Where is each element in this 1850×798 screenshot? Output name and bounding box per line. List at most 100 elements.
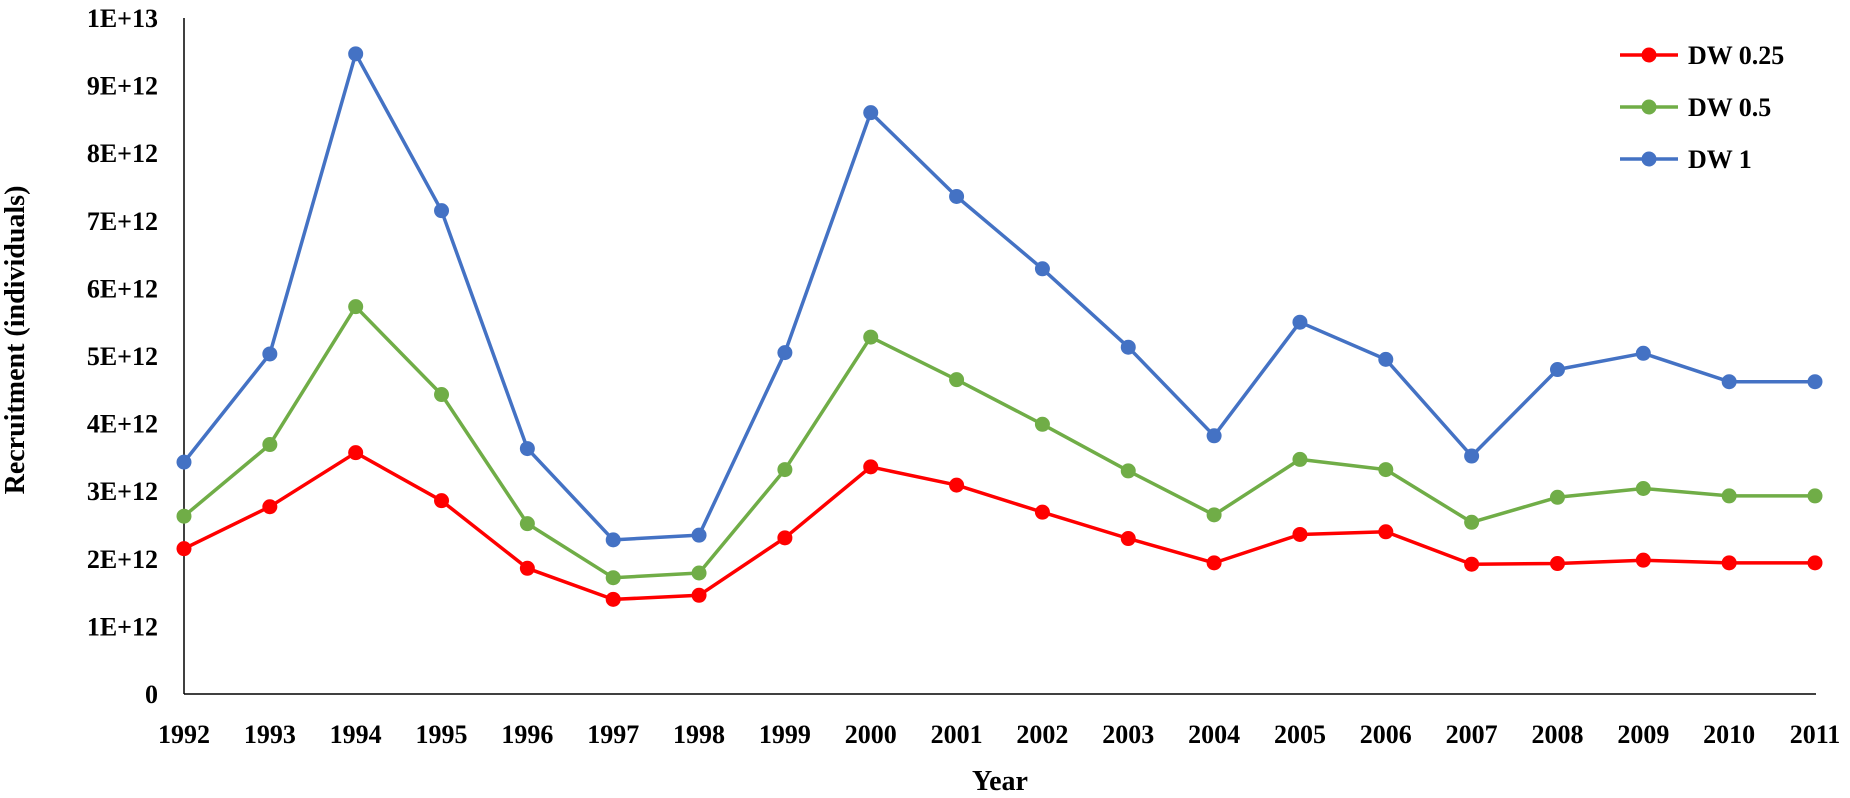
data-point (1378, 462, 1394, 478)
x-tick-label: 1997 (587, 720, 639, 749)
x-tick-label: 2011 (1790, 720, 1841, 749)
x-tick-label: 2004 (1188, 720, 1240, 749)
y-tick-label: 6E+12 (87, 274, 158, 303)
data-point (777, 462, 793, 478)
data-point (691, 527, 707, 543)
data-point (1635, 480, 1651, 496)
series-1 (176, 445, 1823, 607)
data-point (1292, 526, 1308, 542)
y-tick-label: 9E+12 (87, 72, 158, 101)
x-tick-label: 2008 (1531, 720, 1583, 749)
series-line (183, 450, 1815, 602)
data-point (863, 459, 879, 475)
legend-item: DW 0.25 (1620, 41, 1784, 70)
x-axis-ticks: 1992 1993 1994 1995 1996 1997 1998 1999 2000 2001… (158, 720, 1840, 749)
data-point (348, 46, 364, 62)
y-tick-label: 7E+12 (87, 207, 158, 236)
data-point (348, 445, 364, 461)
legend-item: DW 0.5 (1620, 93, 1771, 122)
series-layer (176, 46, 1823, 607)
data-point (1292, 451, 1308, 467)
x-axis-title: Year (972, 766, 1028, 797)
data-point (1807, 488, 1823, 504)
data-point (1034, 416, 1050, 432)
legend: DW 0.25 DW 0.5 DW 1 (1620, 41, 1784, 174)
y-tick-label: 2E+12 (87, 545, 158, 574)
data-point (434, 203, 450, 219)
data-point (348, 299, 364, 315)
legend-swatch-marker (1641, 47, 1657, 63)
data-point (434, 387, 450, 403)
x-tick-label: 1998 (673, 720, 725, 749)
series-line (182, 304, 1815, 580)
x-tick-label: 2006 (1360, 720, 1412, 749)
x-tick-label: 2009 (1617, 720, 1669, 749)
data-point (1635, 552, 1651, 568)
data-point (176, 541, 192, 557)
x-tick-label: 1999 (759, 720, 811, 749)
data-point (1206, 428, 1222, 444)
legend-swatch-marker (1641, 151, 1657, 167)
series-2 (176, 299, 1823, 586)
data-point (605, 570, 621, 586)
y-tick-label: 8E+12 (87, 139, 158, 168)
x-tick-label: 2007 (1446, 720, 1498, 749)
y-tick-label: 4E+12 (87, 410, 158, 439)
x-tick-label: 1993 (244, 720, 296, 749)
data-point (605, 532, 621, 548)
data-point (262, 499, 278, 515)
data-point (863, 105, 879, 121)
x-tick-label: 1996 (501, 720, 553, 749)
data-point (1120, 531, 1136, 547)
data-point (1807, 374, 1823, 390)
data-point (262, 346, 278, 362)
x-tick-label: 2000 (845, 720, 897, 749)
legend-item: DW 1 (1620, 145, 1752, 174)
x-tick-label: 1994 (330, 720, 382, 749)
data-point (1721, 555, 1737, 571)
legend-label: DW 0.25 (1688, 41, 1784, 70)
data-point (949, 477, 965, 493)
series-line (182, 52, 1815, 542)
data-point (1464, 514, 1480, 530)
data-point (1549, 556, 1565, 572)
y-axis-title: Recruitment (individuals) (0, 186, 31, 495)
data-point (1721, 374, 1737, 390)
y-tick-label: 1E+13 (87, 4, 158, 33)
data-point (777, 345, 793, 361)
x-tick-label: 2005 (1274, 720, 1326, 749)
data-point (777, 530, 793, 546)
y-tick-label: 5E+12 (87, 342, 158, 371)
data-point (434, 493, 450, 509)
data-point (1206, 555, 1222, 571)
data-point (949, 188, 965, 204)
data-point (949, 372, 965, 388)
data-point (1120, 463, 1136, 479)
data-point (1635, 345, 1651, 361)
data-point (1378, 351, 1394, 367)
data-point (691, 565, 707, 581)
plot-frame (183, 18, 1816, 695)
x-tick-label: 2010 (1703, 720, 1755, 749)
y-tick-label: 0 (145, 680, 158, 709)
data-point (1721, 488, 1737, 504)
y-tick-label: 3E+12 (87, 477, 158, 506)
data-point (1807, 555, 1823, 571)
x-tick-label: 2001 (931, 720, 983, 749)
x-tick-label: 2002 (1016, 720, 1068, 749)
data-point (1034, 261, 1050, 277)
data-point (1464, 556, 1480, 572)
data-point (176, 508, 192, 524)
data-point (519, 516, 535, 532)
data-point (1034, 504, 1050, 520)
legend-label: DW 0.5 (1688, 93, 1771, 122)
data-point (176, 454, 192, 470)
y-axis-ticks: 0 1E+12 2E+12 3E+12 4E+12 5E+12 6E+12 7E+12 8E+1… (87, 4, 158, 709)
y-tick-label: 1E+12 (87, 612, 158, 641)
data-point (519, 560, 535, 576)
legend-swatch-marker (1641, 99, 1657, 115)
data-point (1549, 362, 1565, 378)
data-point (1292, 314, 1308, 330)
data-point (1378, 524, 1394, 540)
